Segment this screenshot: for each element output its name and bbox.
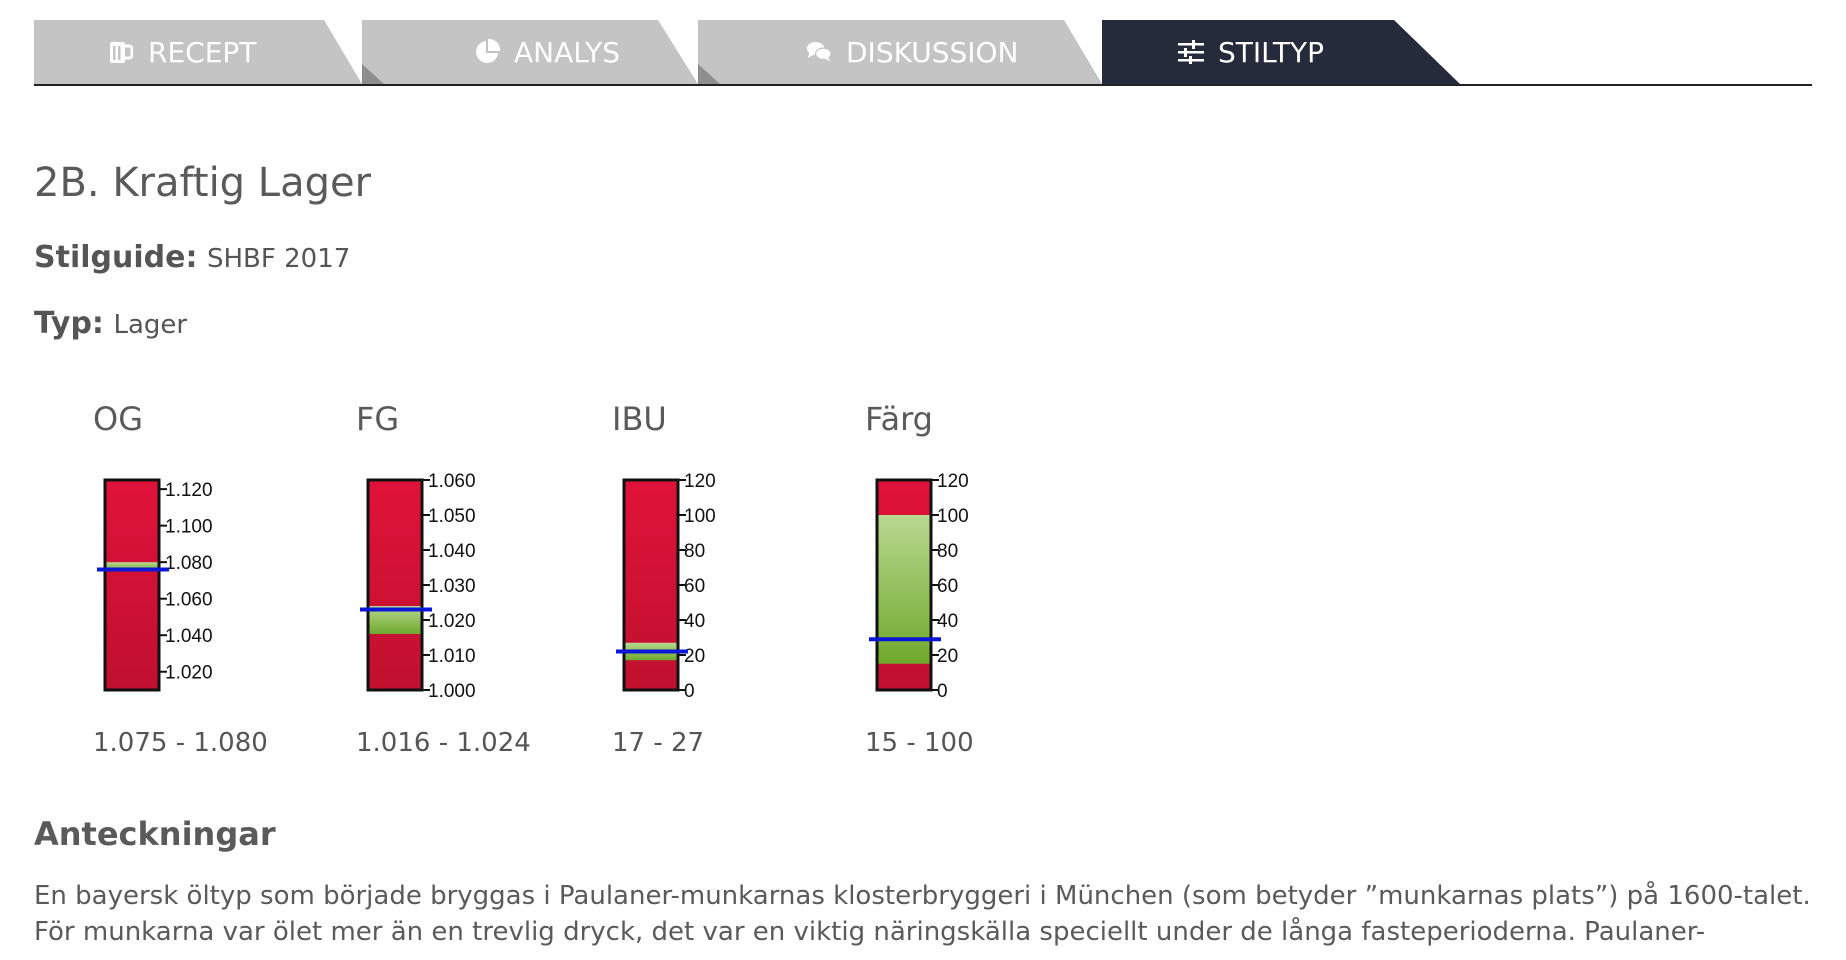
gauge-range: 1.016 - 1.024	[356, 728, 531, 758]
gauge-tick-label: 1.020	[428, 611, 476, 632]
gauge-range: 17 - 27	[612, 728, 705, 758]
gauge-tick-label: 120	[684, 471, 716, 492]
gauge-tick-label: 40	[684, 611, 705, 632]
gauge-tick-label: 1.060	[428, 471, 476, 492]
gauge-tick-label: 1.040	[165, 626, 213, 647]
gauge-tick-label: 1.080	[165, 553, 213, 574]
gauge-tick-label: 1.100	[165, 517, 213, 538]
gauge-fg: FG 1.060 1.050 1.040 1.030 1.020 1.010 1.000 1…	[356, 400, 596, 780]
pie-chart-icon	[474, 39, 500, 65]
style-type: Typ: Lager	[34, 306, 187, 341]
gauge-bar	[105, 480, 159, 690]
gauge-tick-label: 0	[684, 681, 695, 702]
gauge-title: OG	[93, 400, 143, 438]
gauge-range: 1.075 - 1.080	[93, 728, 268, 758]
tab-shape	[698, 20, 1102, 84]
beer-mug-icon	[108, 39, 134, 65]
style-guide-value: SHBF 2017	[207, 244, 351, 274]
style-title: 2B. Kraftig Lager	[34, 160, 372, 206]
gauge-border	[103, 478, 161, 692]
notes-heading: Anteckningar	[34, 815, 276, 853]
gauge-tick-label: 0	[937, 681, 948, 702]
notes-text: En bayersk öltyp som började bryggas i P…	[34, 881, 1811, 947]
gauge-og: OG 1.120 1.100 1.080 1.060 1.040 1.020 1.075 …	[93, 400, 333, 780]
gauge-range-fill	[105, 562, 159, 572]
gauge-title: Färg	[865, 400, 933, 438]
style-type-value: Lager	[113, 310, 188, 340]
tab-stiltyp[interactable]: STILTYP	[1102, 20, 1460, 84]
tab-recept-label: RECEPT	[148, 35, 257, 69]
comments-icon	[806, 39, 832, 65]
gauge-tick-label: 1.020	[165, 663, 213, 684]
gauge-tick-label: 1.000	[428, 681, 476, 702]
gauge-tick-label: 80	[937, 541, 958, 562]
tab-bar: RECEPT ANALYS DISKUSSION STILTYP	[34, 20, 1812, 86]
gauge-tick-label: 1.040	[428, 541, 476, 562]
gauge-tick-label: 60	[684, 576, 705, 597]
tab-recept[interactable]: RECEPT	[34, 20, 362, 84]
gauge-range-fill	[877, 515, 931, 664]
gauge-tick-label: 40	[937, 611, 958, 632]
tab-shape	[34, 20, 362, 84]
gauge-tick-label: 100	[937, 506, 969, 527]
gauge-tick-label: 1.010	[428, 646, 476, 667]
style-guide-label: Stilguide:	[34, 240, 198, 275]
gauge-tick-label: 20	[684, 646, 705, 667]
tab-diskussion-label: DISKUSSION	[846, 35, 1019, 69]
tab-shape	[362, 20, 698, 84]
sliders-icon	[1178, 39, 1204, 65]
gauge-chart: 1.120 1.100 1.080 1.060 1.040 1.020	[97, 478, 213, 692]
gauge-tick-label: 60	[937, 576, 958, 597]
style-type-label: Typ:	[34, 306, 104, 341]
tab-analys[interactable]: ANALYS	[362, 20, 698, 84]
style-guide: Stilguide: SHBF 2017	[34, 240, 350, 275]
gauge-tick-label: 20	[937, 646, 958, 667]
gauge-chart: 120 100 80 60 40 20 0	[616, 471, 716, 702]
tab-shape	[1102, 20, 1460, 84]
gauge-tick-label: 80	[684, 541, 705, 562]
gauge-tick-label: 100	[684, 506, 716, 527]
gauge-tick-label: 120	[937, 471, 969, 492]
gauge-chart: 1.060 1.050 1.040 1.030 1.020 1.010 1.000	[360, 471, 476, 702]
gauge-range: 15 - 100	[865, 728, 974, 758]
tab-analys-label: ANALYS	[514, 35, 621, 69]
gauge-ibu: IBU 120 100 80 60 40 20 0 17 - 27	[612, 400, 852, 780]
gauge-tick-label: 1.050	[428, 506, 476, 527]
gauge-tick-label: 1.120	[165, 480, 213, 501]
gauge-bar	[368, 480, 422, 690]
gauge-tick-label: 1.030	[428, 576, 476, 597]
gauge-chart: 120 100 80 60 40 20 0	[869, 471, 969, 702]
tab-stiltyp-label: STILTYP	[1218, 35, 1324, 69]
tab-diskussion[interactable]: DISKUSSION	[698, 20, 1102, 84]
gauge-title: IBU	[612, 400, 667, 438]
gauge-title: FG	[356, 400, 400, 438]
gauge-farg: Färg 120 100 80 60 40 20 0 15 - 100	[865, 400, 1105, 780]
gauge-tick-label: 1.060	[165, 590, 213, 611]
